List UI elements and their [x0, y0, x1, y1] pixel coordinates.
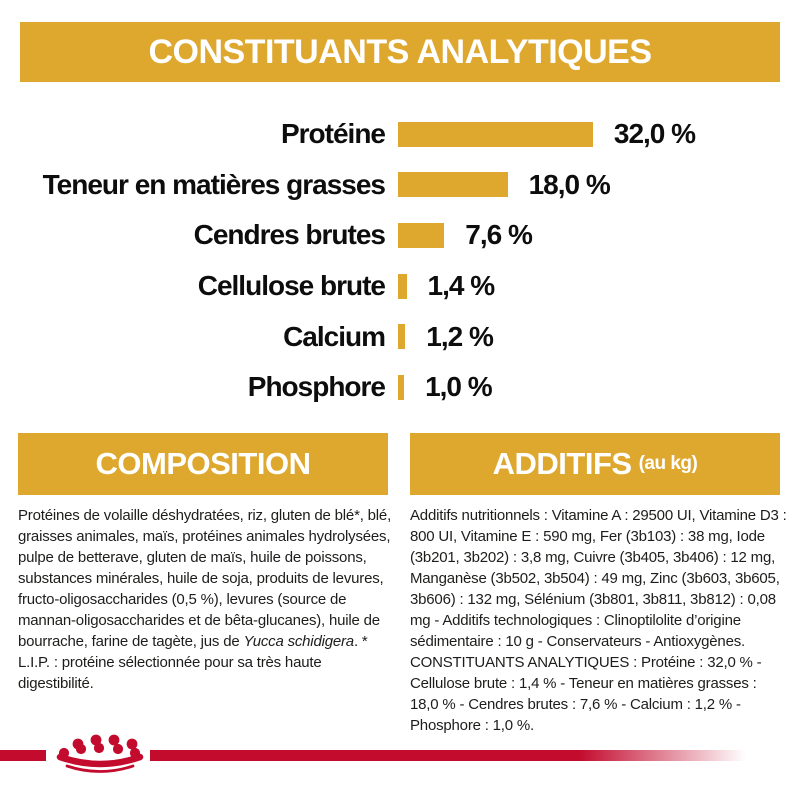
chart-category-label: Cellulose brute — [197, 270, 386, 302]
composition-text-latin-name: Yucca schidigera — [243, 633, 354, 650]
chart-row: Teneur en matières grasses 18,0 % — [0, 160, 800, 211]
composition-header-banner: COMPOSITION — [18, 433, 388, 495]
composition-text-footnote: . * L.I.P. : protéine sélectionnée pour … — [18, 633, 368, 692]
chart-category-label: Phosphore — [247, 371, 386, 403]
brand-stripe-left — [0, 750, 46, 761]
chart-category-label: Protéine — [280, 118, 386, 150]
chart-category-label: Cendres brutes — [193, 219, 386, 251]
chart-row: Protéine 32,0 % — [0, 109, 800, 160]
chart-row: Cellulose brute 1,4 % — [0, 261, 800, 312]
additifs-header-banner: ADDITIFS (au kg) — [410, 433, 780, 495]
composition-text-main: Protéines de volaille déshydratées, riz,… — [18, 507, 392, 650]
chart-row: Cendres brutes 7,6 % — [0, 210, 800, 261]
chart-bar — [398, 374, 405, 400]
chart-bar — [398, 273, 407, 299]
additifs-heading: ADDITIFS — [492, 446, 632, 481]
chart-value-label: 7,6 % — [465, 219, 533, 251]
chart-bar — [398, 121, 593, 147]
chart-category-label: Calcium — [283, 320, 386, 352]
chart-value-label: 1,2 % — [426, 320, 494, 352]
chart-bar — [398, 324, 406, 350]
chart-row: Phosphore 1,0 % — [0, 362, 800, 413]
chart-bar — [398, 172, 508, 198]
chart-value-label: 18,0 % — [528, 168, 611, 200]
chart-value-label: 32,0 % — [613, 118, 696, 150]
analytic-chart: Protéine 32,0 % Teneur en matières grasses… — [0, 109, 800, 413]
composition-text: Protéines de volaille déshydratées, riz,… — [18, 505, 394, 694]
additifs-text: Additifs nutritionnels : Vitamine A : 29… — [410, 507, 787, 734]
chart-row: Calcium 1,2 % — [0, 311, 800, 362]
analytics-header-banner: CONSTITUANTS ANALYTIQUES — [20, 22, 780, 82]
composition-heading: COMPOSITION — [95, 446, 311, 481]
chart-value-label: 1,0 % — [425, 371, 493, 403]
chart-bar — [398, 222, 445, 248]
chart-category-label: Teneur en matières grasses — [42, 168, 386, 200]
chart-value-label: 1,4 % — [427, 270, 496, 302]
analytics-header-title: CONSTITUANTS ANALYTIQUES — [148, 32, 652, 71]
brand-stripe-right — [150, 750, 746, 761]
additifs-heading-suffix: (au kg) — [638, 453, 698, 474]
royal-canin-crown-logo-icon — [56, 734, 144, 773]
